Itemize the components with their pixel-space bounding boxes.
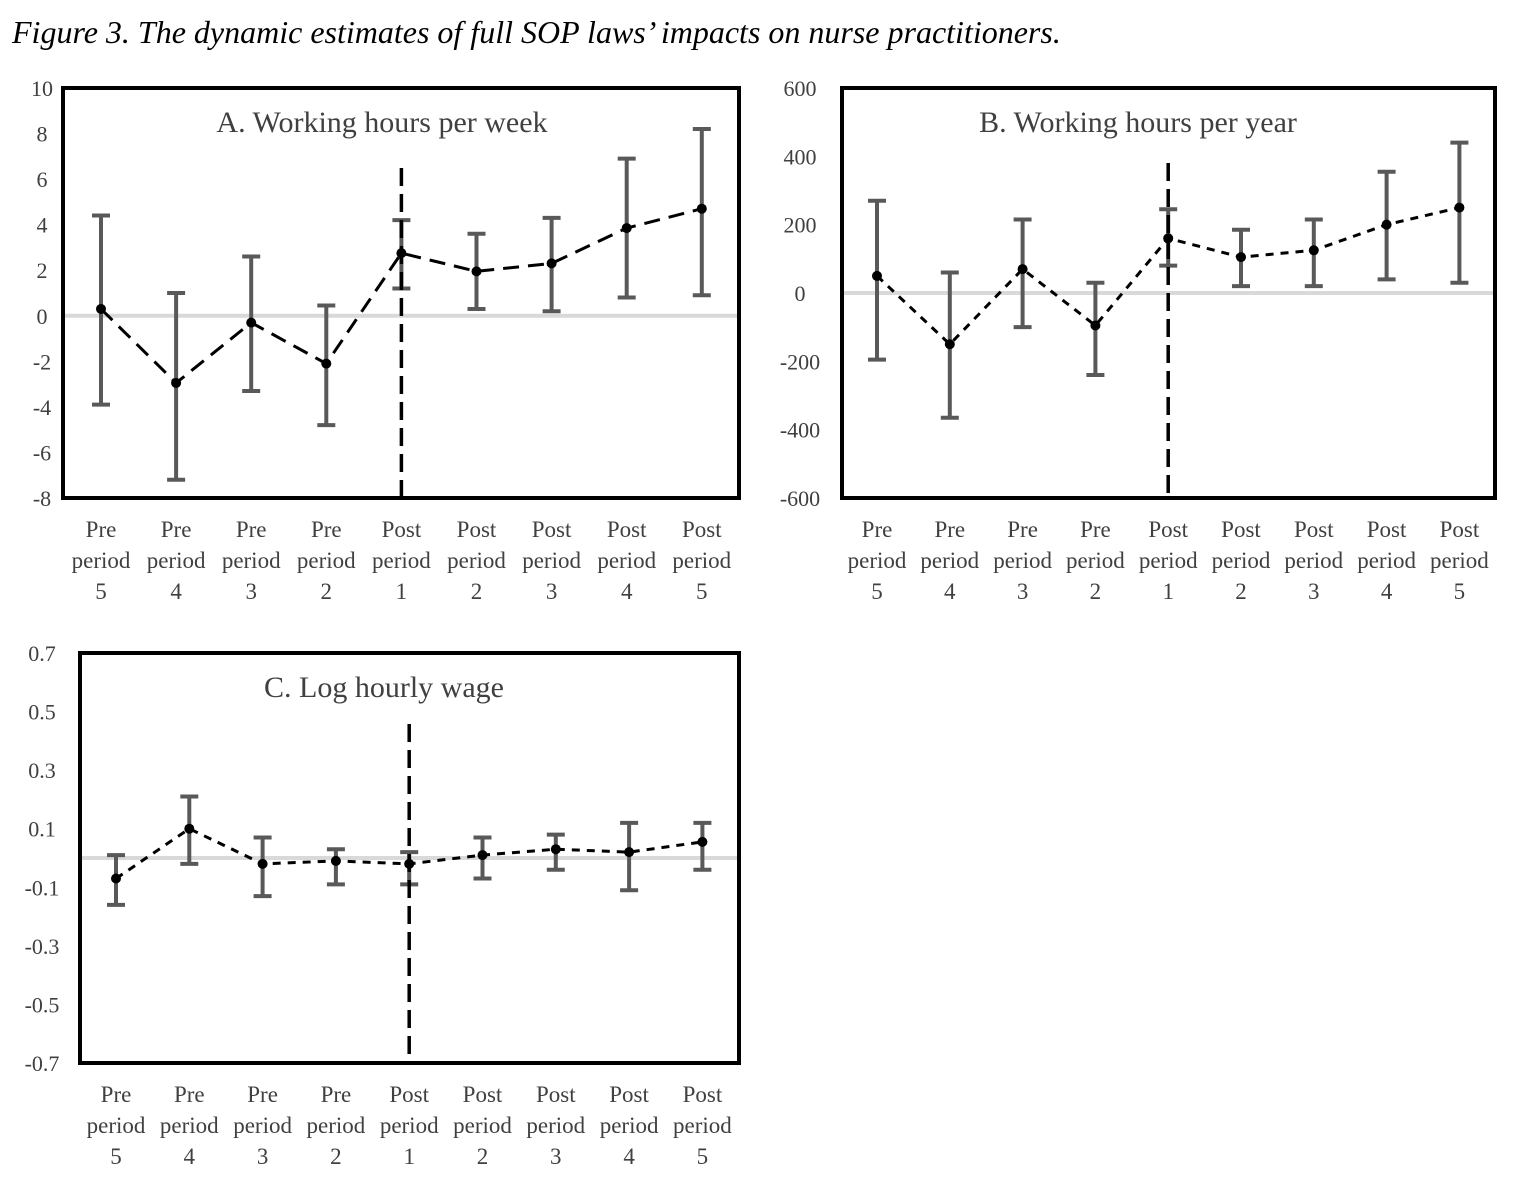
estimate-point <box>550 844 561 855</box>
estimate-line <box>99 207 703 385</box>
y-tick-label: -2 <box>33 349 51 374</box>
y-tick-label: 400 <box>784 144 817 169</box>
x-tick-label: Post period 1 <box>372 517 431 604</box>
y-tick-label: 10 <box>31 76 53 101</box>
x-tick-label: Post period 4 <box>1357 517 1416 604</box>
x-tick-label: Post period 2 <box>1212 517 1271 604</box>
panel-b: 600 400 200 0 -200 -400 -600 B. Working hours p… <box>780 76 1497 604</box>
estimate-point <box>1163 233 1174 244</box>
estimate-point <box>96 303 106 314</box>
x-tick-label: Post period 3 <box>1284 517 1343 604</box>
estimate-point <box>1236 252 1246 263</box>
x-tick-label: Post period 1 <box>1139 517 1198 604</box>
y-tick-label: -0.7 <box>25 1051 60 1076</box>
x-tick-label: Post period 3 <box>526 1082 585 1169</box>
x-tick-label: Pre period 2 <box>297 517 356 604</box>
x-tick-label: Post period 4 <box>600 1082 659 1169</box>
x-tick-label: Pre period 4 <box>920 517 979 604</box>
y-tick-label: 0 <box>795 281 806 306</box>
estimate-point <box>872 270 882 281</box>
panel-title: C. Log hourly wage <box>264 671 504 704</box>
x-tick-label: Pre period 3 <box>993 517 1052 604</box>
estimate-point <box>944 339 955 350</box>
y-tick-label: 0.7 <box>28 641 56 666</box>
error-bar <box>1450 140 1469 285</box>
y-tick-label: -600 <box>780 486 820 511</box>
figure-caption: Figure 3. The dynamic estimates of full … <box>12 14 1061 50</box>
x-tick-label: Pre period 5 <box>848 517 907 604</box>
x-tick-label: Post period 2 <box>453 1082 512 1169</box>
estimate-point <box>1308 245 1319 256</box>
y-tick-label: 4 <box>37 213 48 238</box>
x-tick-label: Pre period 4 <box>147 517 206 604</box>
panel-c: 0.7 0.5 0.3 0.1 -0.1 -0.3 -0.5 -0.7 C. Log hourl… <box>25 641 741 1169</box>
y-tick-label: 6 <box>37 167 48 192</box>
y-tick-label: 8 <box>37 122 48 147</box>
y-tick-label: -0.5 <box>25 992 60 1017</box>
estimate-point <box>1090 320 1101 331</box>
estimate-point <box>246 317 257 328</box>
plot-frame <box>840 86 1497 500</box>
estimate-point <box>696 203 707 214</box>
x-tick-label: Post period 2 <box>447 517 506 604</box>
y-tick-label: -400 <box>780 418 820 443</box>
estimate-point <box>471 266 482 277</box>
y-tick-label: 0.1 <box>28 817 56 842</box>
plot-frame <box>61 86 741 500</box>
panel-title: A. Working hours per week <box>216 106 547 139</box>
y-tick-label: -4 <box>33 395 51 420</box>
x-tick-label: Post period 4 <box>597 517 656 604</box>
x-tick-label: Post period 5 <box>673 1082 732 1169</box>
x-tick-label: Pre period 4 <box>160 1082 219 1169</box>
estimate-point <box>321 358 332 369</box>
x-tick-label: Pre period 5 <box>72 517 131 604</box>
plot-frame <box>78 651 741 1065</box>
estimate-point <box>697 836 708 847</box>
panel-a: 10 8 6 4 2 0 -2 -4 -6 -8 A. Working hours per week… <box>31 76 741 604</box>
x-tick-label: Pre period 2 <box>1066 517 1125 604</box>
panel-title: B. Working hours per year <box>979 106 1297 139</box>
estimate-point <box>1017 264 1028 275</box>
estimate-point <box>171 377 182 388</box>
estimate-point <box>1381 219 1392 230</box>
estimate-point <box>546 258 557 269</box>
y-tick-label: -8 <box>33 486 51 511</box>
x-tick-label: Post period 3 <box>522 517 581 604</box>
y-tick-label: -0.1 <box>25 875 60 900</box>
x-tick-label: Pre period 3 <box>222 517 281 604</box>
x-tick-label: Post period 1 <box>380 1082 439 1169</box>
error-bar <box>326 847 345 887</box>
x-tick-label: Pre period 5 <box>87 1082 146 1169</box>
estimate-point <box>257 858 268 869</box>
y-tick-label: 2 <box>37 258 48 283</box>
y-tick-label: -0.3 <box>25 934 60 959</box>
y-tick-label: 0 <box>37 304 48 329</box>
estimate-point <box>1454 202 1465 213</box>
y-tick-label: 0.3 <box>28 758 56 783</box>
x-tick-label: Pre period 3 <box>233 1082 292 1169</box>
y-tick-label: 600 <box>784 76 817 101</box>
y-tick-label: -200 <box>780 349 820 374</box>
estimate-point <box>477 850 488 861</box>
x-tick-label: Post period 5 <box>672 517 731 604</box>
y-tick-label: 200 <box>784 213 817 238</box>
estimate-point <box>330 855 341 866</box>
x-tick-label: Post period 5 <box>1430 517 1489 604</box>
x-tick-label: Pre period 2 <box>307 1082 366 1169</box>
estimate-point <box>184 823 195 834</box>
y-tick-label: 0.5 <box>28 700 56 725</box>
estimate-point <box>621 223 632 234</box>
y-tick-label: -6 <box>33 440 51 465</box>
estimate-point <box>111 873 121 884</box>
estimate-point <box>624 847 635 858</box>
